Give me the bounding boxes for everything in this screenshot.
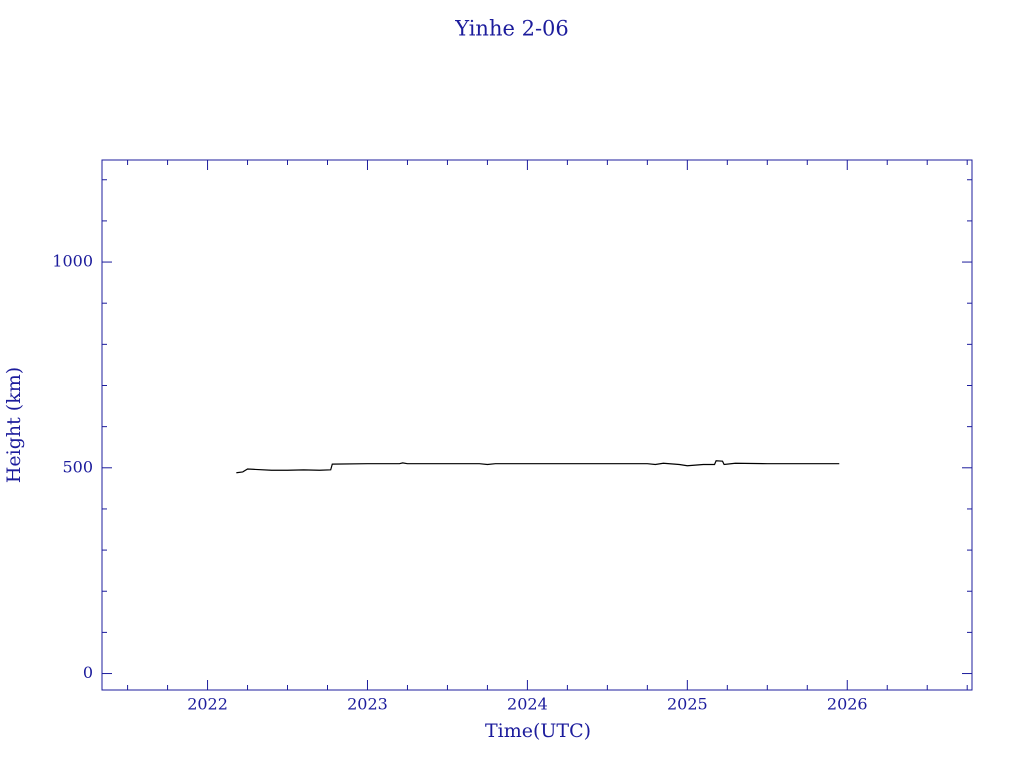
- data-line: [236, 460, 840, 474]
- x-tick-label: 2023: [347, 695, 388, 714]
- chart-title: Yinhe 2-06: [454, 17, 569, 41]
- x-axis-label: Time(UTC): [485, 720, 591, 742]
- y-tick-label: 500: [62, 457, 93, 476]
- plot-frame: [101, 159, 973, 691]
- y-tick-label: 0: [83, 663, 93, 682]
- x-tick-label: 2024: [507, 695, 548, 714]
- x-tick-label: 2022: [187, 695, 228, 714]
- y-tick-label: 1000: [52, 252, 93, 271]
- y-axis-label: Height (km): [3, 367, 25, 483]
- x-tick-label: 2025: [667, 695, 708, 714]
- x-tick-label: 2026: [827, 695, 868, 714]
